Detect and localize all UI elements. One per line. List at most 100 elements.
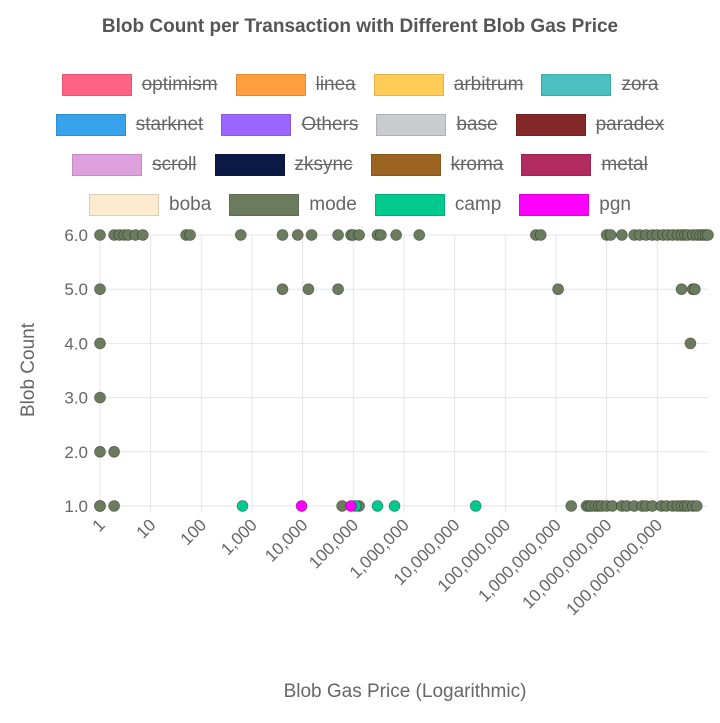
x-axis-title: Blob Gas Price (Logarithmic) <box>284 681 527 702</box>
data-point <box>604 229 617 241</box>
legend-swatch <box>521 154 592 176</box>
legend-swatch <box>61 74 132 96</box>
x-tick-label: 10 <box>133 515 160 542</box>
data-point <box>234 229 247 241</box>
legend-label: camp <box>454 194 502 215</box>
data-point <box>688 283 701 296</box>
y-tick-label: 6.0 <box>64 226 88 245</box>
x-tick-label: 100 <box>177 515 210 548</box>
data-point <box>108 500 121 512</box>
series-camp <box>236 500 482 512</box>
data-point <box>353 229 366 241</box>
x-tick-label: 100,000,000,000 <box>562 515 666 619</box>
legend-label: metal <box>601 154 648 175</box>
chart-title: Blob Count per Transaction with Differen… <box>101 16 619 37</box>
legend-item-zora[interactable]: zora <box>541 72 658 98</box>
data-point <box>371 500 384 512</box>
data-point <box>305 229 318 241</box>
legend-item-camp[interactable]: camp <box>374 192 502 218</box>
data-point <box>565 500 578 512</box>
legend-label: paradex <box>595 114 665 135</box>
legend-item-optimism[interactable]: optimism <box>61 72 218 98</box>
data-point <box>616 229 628 241</box>
legend-item-starknet[interactable]: starknet <box>55 112 203 138</box>
data-point <box>94 337 106 350</box>
data-point <box>332 229 344 241</box>
data-point <box>94 500 106 512</box>
legend-item-linea[interactable]: linea <box>235 72 356 98</box>
legend-item-paradex[interactable]: paradex <box>515 112 665 138</box>
legend-swatch <box>515 114 586 136</box>
legend-swatch <box>235 74 306 96</box>
data-point <box>136 229 149 241</box>
data-point <box>469 500 482 512</box>
legend-item-others[interactable]: Others <box>221 112 358 138</box>
legend-row: starknet Others base paradex <box>0 112 720 138</box>
data-point <box>276 229 289 241</box>
data-point <box>534 229 547 241</box>
legend-item-boba[interactable]: boba <box>89 192 211 218</box>
legend-swatch <box>72 154 143 176</box>
data-point <box>94 391 106 404</box>
data-point <box>702 229 714 241</box>
data-point <box>684 337 697 350</box>
legend-item-arbitrum[interactable]: arbitrum <box>373 72 524 98</box>
x-tick-label: 1,000 <box>217 515 261 559</box>
legend-swatch <box>370 154 441 176</box>
data-point <box>332 283 344 296</box>
y-tick-label: 5.0 <box>64 280 88 299</box>
data-point <box>374 229 387 241</box>
y-tick-label: 2.0 <box>64 443 88 462</box>
data-point <box>390 229 403 241</box>
legend-row: boba mode camp pgn <box>0 192 720 218</box>
legend-swatch <box>519 194 590 216</box>
data-point <box>675 283 688 296</box>
legend-swatch <box>373 74 444 96</box>
legend-item-mode[interactable]: mode <box>229 192 357 218</box>
data-point <box>302 283 315 296</box>
y-tick-label: 3.0 <box>64 389 88 408</box>
legend-label: base <box>456 114 498 135</box>
legend-label: zora <box>621 74 659 95</box>
data-point <box>236 500 249 512</box>
legend-swatch <box>89 194 159 216</box>
series-pgn <box>295 500 357 512</box>
data-point <box>388 500 401 512</box>
data-point <box>295 500 308 512</box>
legend-label: kroma <box>450 154 504 175</box>
legend-label: arbitrum <box>453 74 524 95</box>
legend-item-scroll[interactable]: scroll <box>72 152 197 178</box>
legend-label: mode <box>309 194 357 215</box>
data-point <box>108 445 121 458</box>
y-tick-label: 4.0 <box>64 334 88 353</box>
legend-swatch <box>541 74 612 96</box>
data-point <box>345 500 357 512</box>
series-mode <box>94 229 714 512</box>
legend-item-kroma[interactable]: kroma <box>370 152 504 178</box>
data-point <box>291 229 304 241</box>
legend-swatch <box>221 114 292 136</box>
legend-label: linea <box>315 74 356 95</box>
legend-label: scroll <box>152 154 197 175</box>
legend-swatch <box>214 154 285 176</box>
x-tick-label: 10,000 <box>261 515 311 565</box>
legend-swatch <box>376 114 447 136</box>
legend-label: boba <box>169 194 212 215</box>
legend-label: pgn <box>599 194 631 215</box>
data-point <box>94 445 106 458</box>
legend-item-metal[interactable]: metal <box>521 152 648 178</box>
legend-label: optimism <box>141 74 218 95</box>
y-axis-title: Blob Count <box>18 322 39 417</box>
legend-row: scroll zksync kroma metal <box>0 152 720 178</box>
legend-label: Others <box>301 114 359 135</box>
data-point <box>184 229 196 241</box>
legend-item-pgn[interactable]: pgn <box>519 192 631 218</box>
legend-item-base[interactable]: base <box>376 112 498 138</box>
legend-item-zksync[interactable]: zksync <box>214 152 353 178</box>
legend-label: zksync <box>294 154 353 175</box>
data-point <box>552 283 564 296</box>
legend-swatch <box>55 114 126 136</box>
grid <box>94 234 708 512</box>
legend-row: optimism linea arbitrum zora <box>0 72 720 98</box>
